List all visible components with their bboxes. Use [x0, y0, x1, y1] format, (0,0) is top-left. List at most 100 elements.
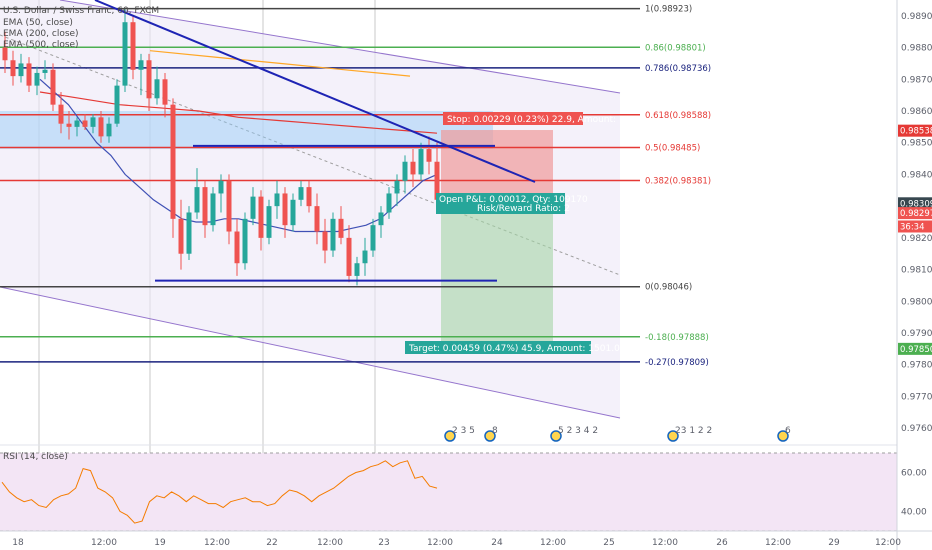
candle-body — [50, 69, 56, 105]
candle-body — [274, 193, 280, 207]
time-tick: 12:00 — [317, 538, 343, 548]
time-axis[interactable]: 18 12:00 19 12:00 22 12:00 23 12:00 24 12:00 25 12:… — [12, 538, 901, 548]
candle-body — [266, 206, 272, 238]
candle-body — [2, 47, 8, 61]
flag-icon — [550, 430, 562, 442]
price-tick: 0.97600 — [901, 424, 932, 434]
candle-body — [234, 231, 240, 264]
rsi-pane[interactable] — [0, 452, 897, 532]
ema200-legend: EMA (200, close) — [3, 29, 79, 39]
time-tick: 12:00 — [540, 538, 566, 548]
candle-body — [434, 161, 440, 200]
candle-body — [322, 231, 328, 251]
stop-box — [443, 112, 583, 125]
event-marker: 2 3 5 — [444, 426, 475, 442]
candle-body — [82, 120, 88, 127]
candle-body — [338, 218, 344, 238]
fib-label: 0.5(0.98485) — [645, 143, 700, 153]
event-count: 6 — [785, 426, 791, 436]
flag-icon — [444, 430, 456, 442]
candle-body — [394, 180, 400, 194]
candle-body — [42, 69, 48, 73]
event-count: 23 1 2 2 — [675, 426, 712, 436]
candle-body — [242, 218, 248, 264]
candle-body — [186, 212, 192, 254]
candle-body — [114, 85, 120, 124]
position-zones — [0, 111, 553, 349]
event-marker: 5 2 3 4 2 — [550, 426, 598, 442]
candle-body — [170, 104, 176, 219]
flag-icon — [667, 430, 679, 442]
candle-body — [26, 63, 32, 86]
time-tick: 12:00 — [204, 538, 230, 548]
event-count: 5 2 3 4 2 — [558, 426, 598, 436]
stop-label: Stop: 0.00229 (0.23%) 22.9, Amount: 750 — [447, 115, 636, 125]
candle-body — [98, 117, 104, 137]
fib-label: 0(0.98046) — [645, 283, 692, 293]
candle-body — [258, 196, 264, 238]
candle-body — [418, 149, 424, 175]
ema500-legend: EMA (500, close) — [3, 40, 79, 50]
candle-body — [90, 117, 96, 127]
candle-body — [314, 206, 320, 232]
position-labels: Stop: 0.00229 (0.23%) 22.9, Amount: 750 … — [405, 112, 636, 354]
time-tick: 29 — [828, 538, 840, 548]
time-tick: 12:00 — [875, 538, 901, 548]
candle-body — [298, 187, 304, 200]
candle-body — [378, 212, 384, 226]
fib-label: 0.382(0.98381) — [645, 176, 711, 186]
target-label: Target: 0.00459 (0.47%) 45.9, Amount: 15… — [408, 344, 626, 354]
candle-body — [18, 63, 24, 77]
candle-body — [250, 196, 256, 219]
candle-body — [386, 193, 392, 213]
candle-body — [202, 187, 208, 226]
price-tag — [898, 220, 932, 233]
time-tick: 25 — [603, 538, 614, 548]
candle-body — [122, 22, 128, 86]
rsi-band — [0, 453, 897, 531]
flag-icon — [777, 430, 789, 442]
candle-body — [290, 199, 296, 226]
price-tag-text: 0.98538 — [900, 127, 932, 137]
rsi-tick: 40.00 — [901, 507, 927, 517]
candle-body — [66, 123, 72, 127]
pnl-label: Open P&L: 0.00012, Qty: 109170 — [439, 195, 588, 205]
time-tick: 18 — [12, 538, 24, 548]
flag-icon — [484, 430, 496, 442]
rsi-line — [1, 460, 438, 524]
fib-label: 0.618(0.98588) — [645, 111, 711, 121]
ema500-line — [149, 50, 411, 77]
price-tag-text: 0.98297 — [900, 209, 932, 219]
time-tick: 22 — [266, 538, 277, 548]
resistance-zone — [0, 111, 493, 150]
ema50-legend: EMA (50, close) — [3, 18, 73, 28]
time-tick: 26 — [716, 538, 728, 548]
price-tag-text: 0.98309 — [900, 199, 932, 209]
time-tick: 12:00 — [91, 538, 117, 548]
candle-body — [330, 218, 336, 251]
candle-body — [194, 187, 200, 213]
event-marker: 6 — [777, 426, 791, 442]
event-marker: 8 — [484, 426, 498, 442]
event-count: 2 3 5 — [452, 426, 475, 436]
fib-label: 1(0.98923) — [645, 5, 692, 15]
candles — [2, 9, 440, 286]
candle-body — [210, 193, 216, 226]
event-marker: 23 1 2 2 — [667, 426, 712, 442]
candle-body — [74, 120, 80, 127]
candle-body — [346, 237, 352, 276]
event-markers[interactable]: 2 3 5 8 5 2 3 4 2 23 1 2 2 6 — [444, 426, 791, 442]
time-tick: 12:00 — [427, 538, 453, 548]
candle-body — [106, 123, 112, 137]
fib-levels: 1(0.98923) 0.86(0.98801) 0.786(0.98736) 0.6… — [0, 5, 711, 368]
